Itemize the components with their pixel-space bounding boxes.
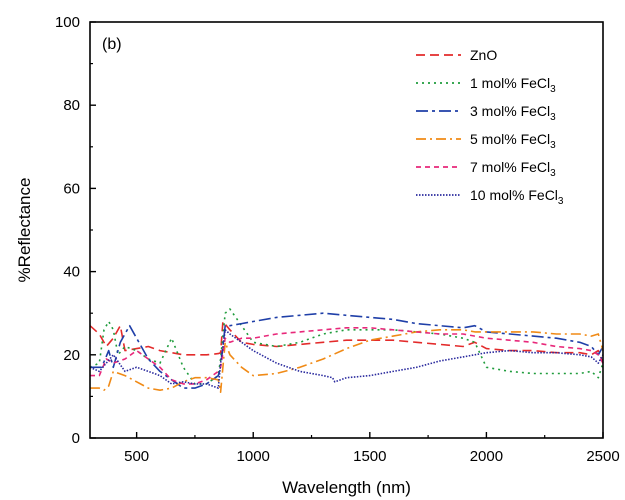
y-tick-label: 20 [63,347,80,364]
x-tick-label: 2000 [470,448,503,465]
series-lines [89,308,604,394]
x-tick-label: 500 [124,448,149,465]
series-line-3 [90,312,604,389]
series-line-4 [90,328,604,394]
y-tick-label: 0 [72,430,80,447]
y-tick-label: 100 [55,14,80,31]
series-line-6 [89,328,604,389]
x-tick-label: 1000 [237,448,270,465]
x-tick-label: 1500 [353,448,386,465]
series-line-1 [89,320,604,364]
y-tick-label: 60 [63,180,80,197]
y-tick-label: 40 [63,264,80,281]
series-line-5 [90,326,604,385]
legend-label: 3 mol% FeCl3 [470,103,556,123]
legend: ZnO 1 mol% FeCl3 3 mol% FeCl3 5 mol% FeCl3 7… [416,47,564,207]
legend-label: ZnO [470,47,497,63]
x-axis-title: Wavelength (nm) [282,478,411,497]
y-tick-label: 80 [63,97,80,114]
legend-label: 5 mol% FeCl3 [470,131,556,151]
series-line-2 [89,308,604,385]
legend-label: 1 mol% FeCl3 [470,75,556,95]
legend-label: 10 mol% FeCl3 [470,187,564,207]
panel-label: (b) [102,36,122,53]
y-axis-title: %Reflectance [15,178,34,283]
axis-ticks: 500 1000 1500 2000 2500 0 20 40 60 80 100 [55,14,620,465]
legend-label: 7 mol% FeCl3 [470,159,556,179]
x-tick-label: 2500 [586,448,619,465]
